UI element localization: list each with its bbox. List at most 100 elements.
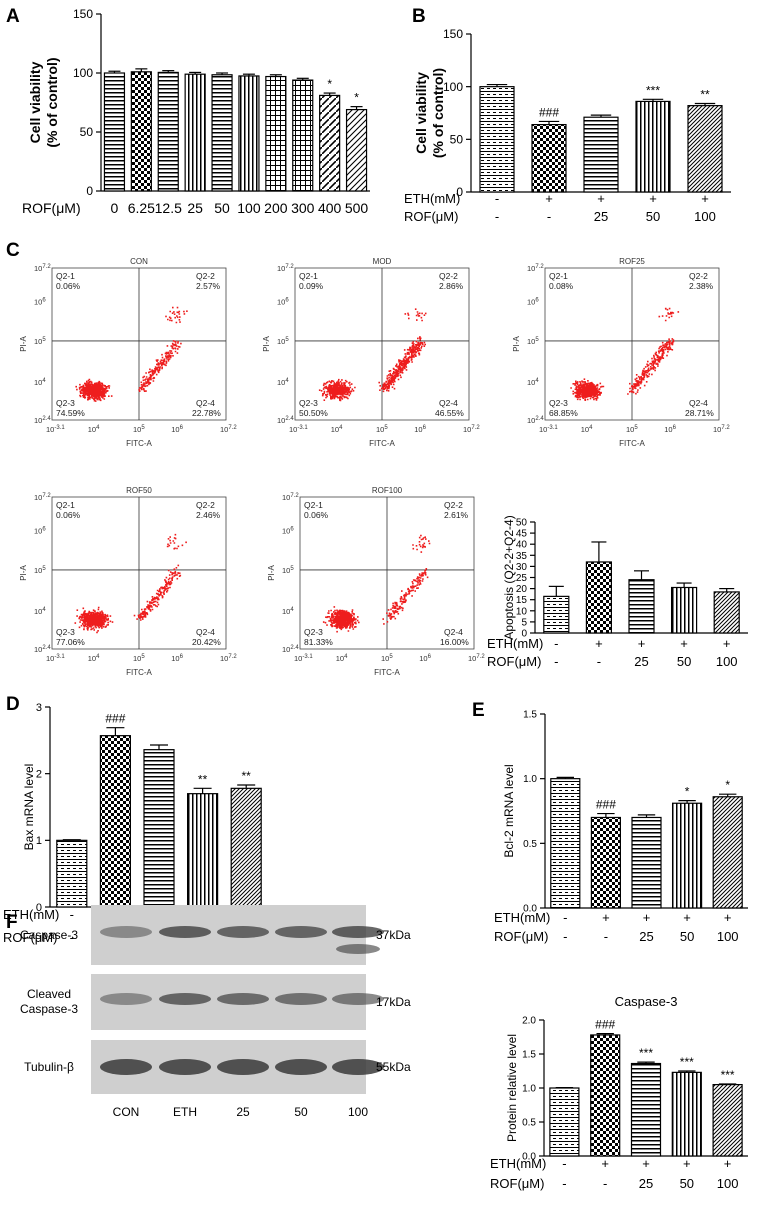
protein-band (217, 926, 269, 938)
y-tick-label: 15 (516, 595, 528, 606)
blot-row-label: Caspase-3 (20, 928, 78, 942)
blot-strip: Cleaved Caspase-3 17kDa (20, 974, 411, 1030)
blot-lane-label: 50 (294, 1105, 308, 1119)
y-axis-label: Cell viability(% of control) (413, 68, 446, 158)
y-tick-label: 107.2 (34, 493, 51, 502)
event-dots (318, 308, 427, 402)
row-value: - (563, 929, 567, 944)
significance-label: ** (198, 772, 208, 786)
y-tick-label: 104 (34, 378, 46, 387)
blot-lane-label: ETH (173, 1105, 197, 1119)
protein-band (332, 993, 384, 1005)
event-dots (74, 533, 187, 634)
quadrant-q3-value: 74.59% (56, 408, 85, 418)
y-tick-label: 106 (527, 297, 539, 306)
row-value: 50 (646, 209, 660, 224)
row-value: + (638, 636, 646, 651)
row-value: + (724, 1156, 732, 1171)
y-tick-label: 25 (516, 573, 528, 584)
quadrant-q4-value: 46.55% (435, 408, 464, 418)
plot-title: ROF100 (372, 486, 403, 495)
row-value: 25 (639, 929, 653, 944)
significance-label: * (354, 91, 359, 105)
bar (712, 796, 743, 909)
quadrant-q3-name: Q2-3 (549, 398, 568, 408)
row-value: + (649, 191, 657, 206)
panel-label-b: B (412, 6, 426, 27)
x-tick-label: 500 (345, 200, 369, 216)
quadrant-q4-value: 16.00% (440, 637, 469, 647)
y-tick-label: 107.2 (282, 493, 299, 502)
x-tick-label: 104 (581, 425, 593, 434)
row-value: - (603, 1176, 607, 1191)
quadrant-q1-value: 0.08% (549, 281, 574, 291)
flow-plot-con: CON Q2-10.06% Q2-22.57% Q2-374.59% Q2-422.78… (19, 257, 237, 448)
quadrant-q1-name: Q2-1 (56, 271, 75, 281)
y-tick-label: 1.5 (523, 710, 537, 721)
protein-band (332, 1059, 384, 1075)
chart-e: 0.0 0.5 1.0 1.5 Bcl-2 mRNA level ### * * ETH(mM)… (494, 710, 748, 944)
row-value: + (683, 910, 691, 925)
row-value: - (495, 209, 499, 224)
significance-label: *** (721, 1068, 735, 1082)
quadrant-q4-value: 22.78% (192, 408, 221, 418)
significance-label: ** (700, 88, 710, 102)
bar (543, 595, 570, 634)
quadrant-q1-name: Q2-1 (304, 500, 323, 510)
protein-band (336, 944, 380, 954)
y-axis-label: Cell viability(% of control) (27, 57, 60, 147)
protein-band (100, 1059, 152, 1075)
quadrant-q2-name: Q2-2 (196, 500, 215, 510)
y-tick-label: 50 (516, 518, 528, 529)
y-tick-label: 106 (282, 526, 294, 535)
bar (549, 1087, 580, 1157)
y-tick-label: 105 (34, 566, 46, 575)
bar (184, 73, 206, 192)
quadrant-q2-value: 2.57% (196, 281, 221, 291)
row-label: ROF(μM) (490, 1176, 544, 1191)
x-tick-label: 10-3.1 (46, 425, 65, 434)
significance-label: *** (646, 83, 660, 97)
x-axis-label: ROF(μM) (22, 200, 81, 216)
quadrant-q1-value: 0.06% (56, 281, 81, 291)
quadrant-q3-value: 50.50% (299, 408, 328, 418)
y-tick-label: 105 (527, 337, 539, 346)
row-value: 50 (680, 1176, 694, 1191)
protein-band (159, 926, 211, 938)
quadrant-q3-value: 81.33% (304, 637, 333, 647)
quadrant-q2-name: Q2-2 (444, 500, 463, 510)
y-tick-label: 10 (516, 606, 528, 617)
x-tick-label: 105 (381, 654, 393, 663)
quadrant-q1-value: 0.06% (56, 510, 81, 520)
protein-band (275, 926, 327, 938)
quadrant-q4-name: Q2-4 (439, 398, 458, 408)
bar (590, 1034, 621, 1157)
row-value: + (601, 1156, 609, 1171)
blot-kda-label: 17kDa (376, 995, 411, 1009)
y-tick-label: 1 (36, 835, 42, 847)
panel-label-a: A (6, 6, 20, 27)
blot-lane-label: CON (113, 1105, 140, 1119)
y-tick-label: 0.5 (523, 839, 537, 850)
row-value: + (597, 191, 605, 206)
y-tick-label: 2 (36, 769, 42, 781)
y-axis-label: PI-A (19, 336, 28, 352)
row-value: - (547, 209, 551, 224)
significance-label: * (327, 77, 332, 91)
y-tick-label: 104 (34, 607, 46, 616)
x-tick-label: 104 (336, 654, 348, 663)
y-tick-label: 105 (277, 337, 289, 346)
y-tick-label: 105 (34, 337, 46, 346)
significance-label: *** (680, 1055, 694, 1069)
quadrant-q1-name: Q2-1 (56, 500, 75, 510)
x-tick-label: 0 (111, 200, 119, 216)
protein-band (275, 1059, 327, 1075)
chart-a: 0 50 100 150 Cell viability(% of control) * * R… (22, 7, 370, 216)
blot-strip: Tubulin-β 55kDa (24, 1040, 411, 1094)
quadrant-q3-name: Q2-3 (304, 627, 323, 637)
blot-lane-label: 25 (236, 1105, 250, 1119)
y-axis-label: PI-A (19, 565, 28, 581)
